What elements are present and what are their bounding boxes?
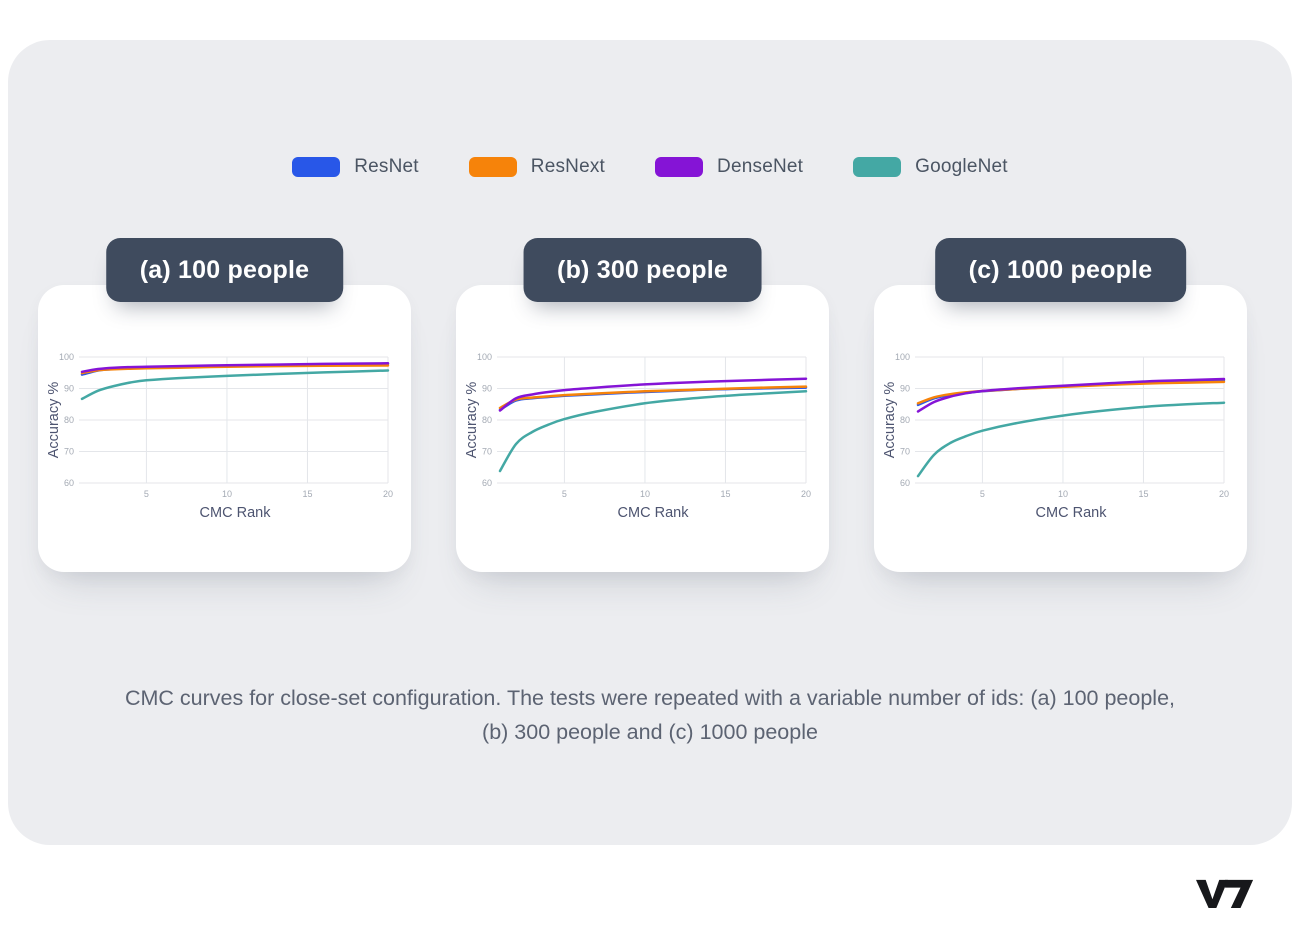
v7-logo xyxy=(1196,873,1256,912)
svg-text:100: 100 xyxy=(59,352,74,362)
svg-text:60: 60 xyxy=(482,478,492,488)
svg-text:5: 5 xyxy=(144,489,149,499)
chart-panel-a: (a) 100 people 60 70 80 90 100 5 10 15 20 Accurac… xyxy=(38,238,411,572)
svg-text:70: 70 xyxy=(482,447,492,457)
legend-label-resnet: ResNet xyxy=(354,156,419,177)
svg-text:70: 70 xyxy=(64,447,74,457)
svg-text:90: 90 xyxy=(482,384,492,394)
svg-text:90: 90 xyxy=(900,384,910,394)
svg-text:5: 5 xyxy=(980,489,985,499)
svg-text:10: 10 xyxy=(640,489,650,499)
resnext-color-swatch xyxy=(468,157,517,177)
svg-text:CMC Rank: CMC Rank xyxy=(200,505,272,521)
chart-badge-c: (c) 1000 people xyxy=(934,238,1187,302)
chart-badge-b: (b) 300 people xyxy=(523,238,762,302)
densenet-color-swatch xyxy=(655,157,704,177)
legend-label-densenet: DenseNet xyxy=(717,156,804,177)
legend-item-resnext: ResNext xyxy=(468,156,606,178)
v7-logo-mark xyxy=(1196,879,1254,908)
legend-item-densenet: DenseNet xyxy=(655,156,803,178)
svg-text:80: 80 xyxy=(64,415,74,425)
svg-text:Accuracy %: Accuracy % xyxy=(46,382,62,459)
svg-text:10: 10 xyxy=(1058,489,1068,499)
chart-panel-c: (c) 1000 people 60 70 80 90 100 5 10 15 20 Accura… xyxy=(874,238,1247,572)
cmc-chart-b: 60 70 80 90 100 5 10 15 20 Accuracy % CMC Rank xyxy=(464,352,811,521)
svg-text:60: 60 xyxy=(900,478,910,488)
svg-text:15: 15 xyxy=(302,489,312,499)
chart-card-a: 60 70 80 90 100 5 10 15 20 Accuracy % CMC Rank xyxy=(38,285,411,572)
svg-text:Accuracy %: Accuracy % xyxy=(882,382,898,459)
svg-text:80: 80 xyxy=(482,415,492,425)
chart-card-c: 60 70 80 90 100 5 10 15 20 Accuracy % CMC Rank xyxy=(874,285,1247,572)
cmc-chart-a: 60 70 80 90 100 5 10 15 20 Accuracy % CMC Rank xyxy=(46,352,393,521)
svg-text:CMC Rank: CMC Rank xyxy=(618,505,690,521)
chart-badge-a: (a) 100 people xyxy=(105,238,344,302)
svg-text:20: 20 xyxy=(383,489,393,499)
figure-caption: CMC curves for close-set configuration. … xyxy=(124,686,1176,744)
svg-text:60: 60 xyxy=(64,478,74,488)
svg-text:10: 10 xyxy=(222,489,232,499)
legend-label-resnext: ResNext xyxy=(530,156,606,177)
chart-panels-row: (a) 100 people 60 70 80 90 100 5 10 15 20 Accurac… xyxy=(38,238,1247,572)
resnet-color-swatch xyxy=(292,157,341,177)
svg-text:CMC Rank: CMC Rank xyxy=(1036,505,1108,521)
svg-text:100: 100 xyxy=(895,352,910,362)
legend: ResNet ResNext DenseNet GoogleNet xyxy=(8,156,1292,178)
legend-item-resnet: ResNet xyxy=(292,156,419,178)
svg-text:70: 70 xyxy=(900,447,910,457)
chart-card-b: 60 70 80 90 100 5 10 15 20 Accuracy % CMC Rank xyxy=(456,285,829,572)
figure-panel: ResNet ResNext DenseNet GoogleNet (a) 10… xyxy=(8,40,1292,845)
svg-text:5: 5 xyxy=(562,489,567,499)
legend-label-googlenet: GoogleNet xyxy=(915,156,1008,177)
svg-text:20: 20 xyxy=(1219,489,1229,499)
svg-text:20: 20 xyxy=(801,489,811,499)
svg-text:15: 15 xyxy=(1138,489,1148,499)
cmc-chart-c: 60 70 80 90 100 5 10 15 20 Accuracy % CMC Rank xyxy=(882,352,1229,521)
chart-panel-b: (b) 300 people 60 70 80 90 100 5 10 15 20 Accurac… xyxy=(456,238,829,572)
legend-item-googlenet: GoogleNet xyxy=(853,156,1008,178)
svg-text:90: 90 xyxy=(64,384,74,394)
svg-text:80: 80 xyxy=(900,415,910,425)
svg-text:15: 15 xyxy=(720,489,730,499)
caption-wrap: CMC curves for close-set configuration. … xyxy=(8,681,1292,749)
googlenet-color-swatch xyxy=(853,157,902,177)
svg-text:100: 100 xyxy=(477,352,492,362)
svg-text:Accuracy %: Accuracy % xyxy=(464,382,480,459)
